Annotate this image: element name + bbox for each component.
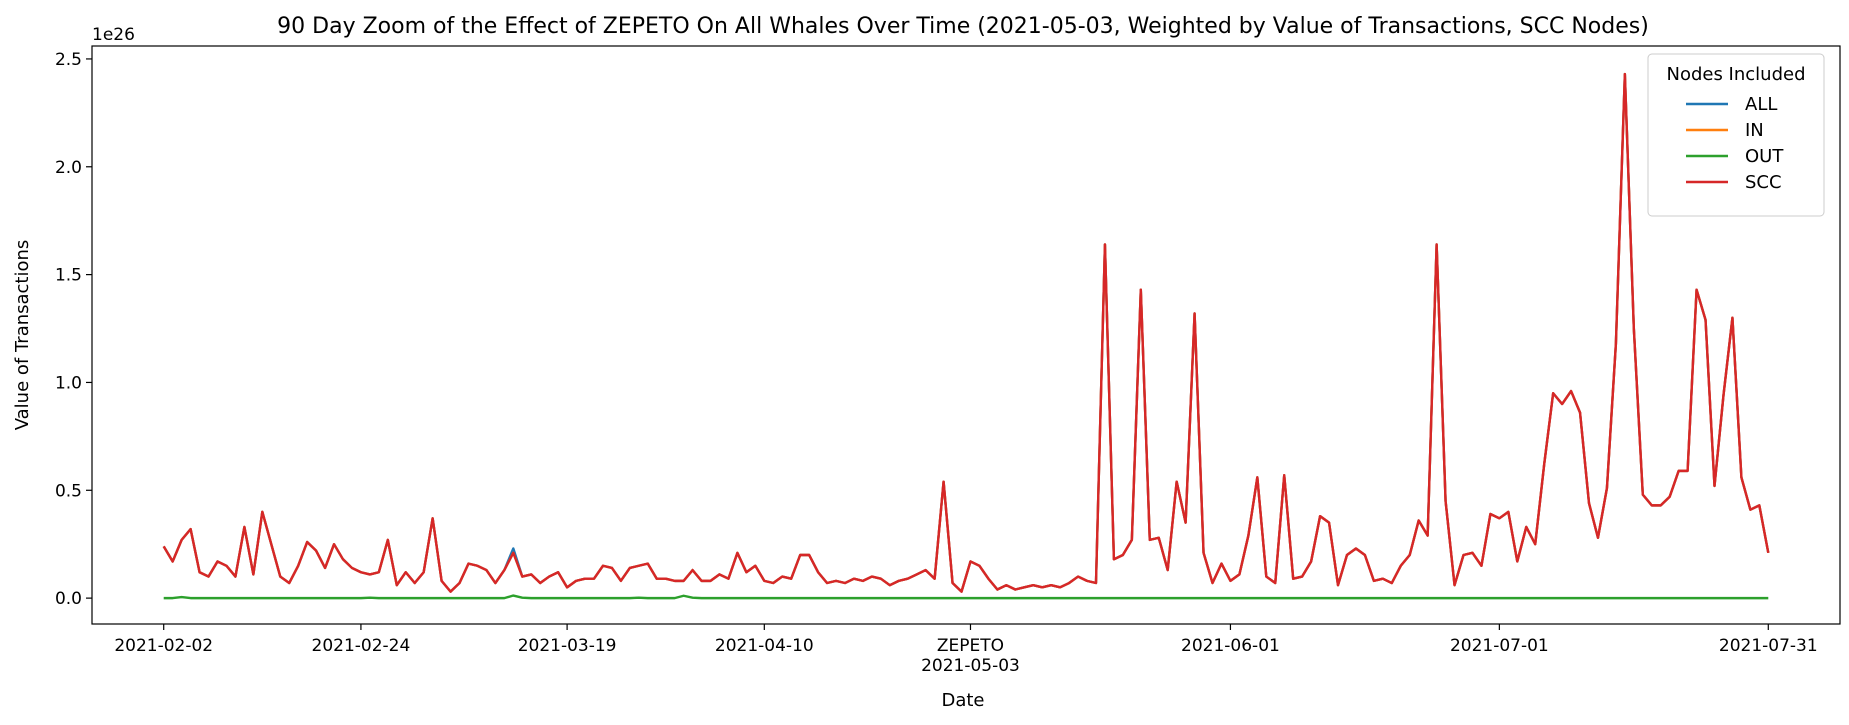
x-tick-label: 2021-03-19 <box>518 636 617 656</box>
y-axis-title: Value of Transactions <box>12 240 33 431</box>
y-offset-label: 1e26 <box>92 25 135 45</box>
x-tick-label: 2021-05-03 <box>921 656 1020 676</box>
x-tick-label: 2021-07-31 <box>1719 636 1818 656</box>
x-axis: 2021-02-02 2021-02-24 2021-03-19 2021-04-10… <box>114 624 1818 676</box>
y-axis: 0.0 0.5 1.0 1.5 2.0 2.5 <box>55 50 92 609</box>
y-tick-label: 1.5 <box>55 266 82 286</box>
x-tick-label: ZEPETO <box>937 636 1004 656</box>
legend-title: Nodes Included <box>1666 64 1805 85</box>
y-tick-label: 0.5 <box>55 481 82 501</box>
series-line-scc <box>162 72 1770 593</box>
legend: Nodes Included ALL IN OUT SCC <box>1647 53 1825 217</box>
y-tick-label: 2.5 <box>55 50 82 70</box>
y-tick-label: 0.0 <box>55 589 82 609</box>
series-line-out <box>163 594 1769 600</box>
y-tick-label: 2.0 <box>55 158 82 178</box>
series-layer <box>162 72 1770 600</box>
x-tick-label: 2021-04-10 <box>715 636 814 656</box>
chart-title: 90 Day Zoom of the Effect of ZEPETO On A… <box>277 14 1649 39</box>
legend-box <box>1647 53 1825 217</box>
plot-area <box>92 46 1840 624</box>
x-axis-title: Date <box>941 690 984 711</box>
legend-label-scc: SCC <box>1745 172 1782 193</box>
x-tick-label: 2021-02-02 <box>114 636 213 656</box>
plot-frame <box>91 45 1841 625</box>
x-tick-label: 2021-07-01 <box>1450 636 1549 656</box>
legend-label-out: OUT <box>1745 146 1784 167</box>
y-tick-label: 1.0 <box>55 373 82 393</box>
legend-label-all: ALL <box>1745 94 1777 115</box>
legend-entries: ALL IN OUT SCC <box>1686 94 1784 193</box>
x-tick-label: 2021-02-24 <box>312 636 411 656</box>
legend-label-in: IN <box>1745 120 1764 141</box>
x-tick-label: 2021-06-01 <box>1181 636 1280 656</box>
